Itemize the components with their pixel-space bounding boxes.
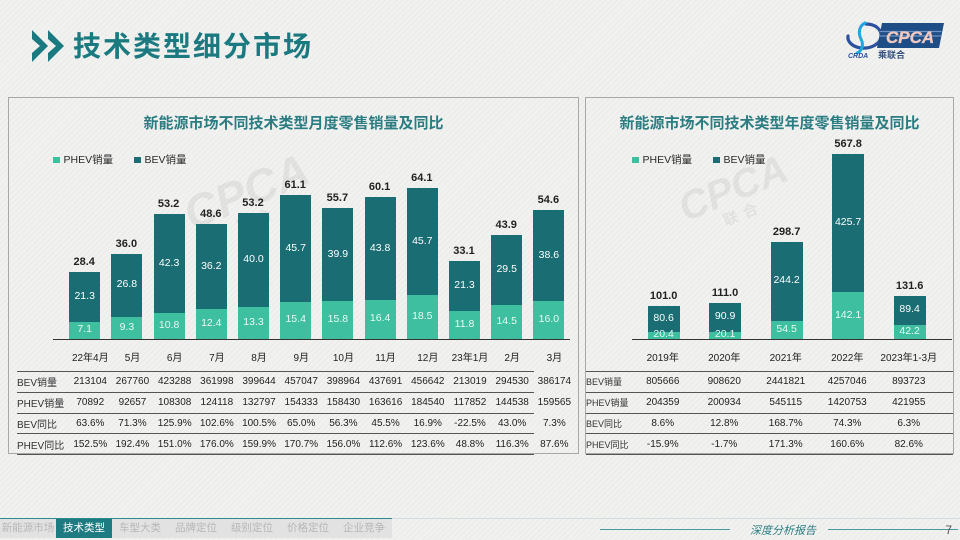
svg-text:CPCA: CPCA <box>886 28 934 47</box>
svg-text:乘联合: 乘联合 <box>878 49 905 60</box>
svg-text:CRDA: CRDA <box>848 53 868 60</box>
